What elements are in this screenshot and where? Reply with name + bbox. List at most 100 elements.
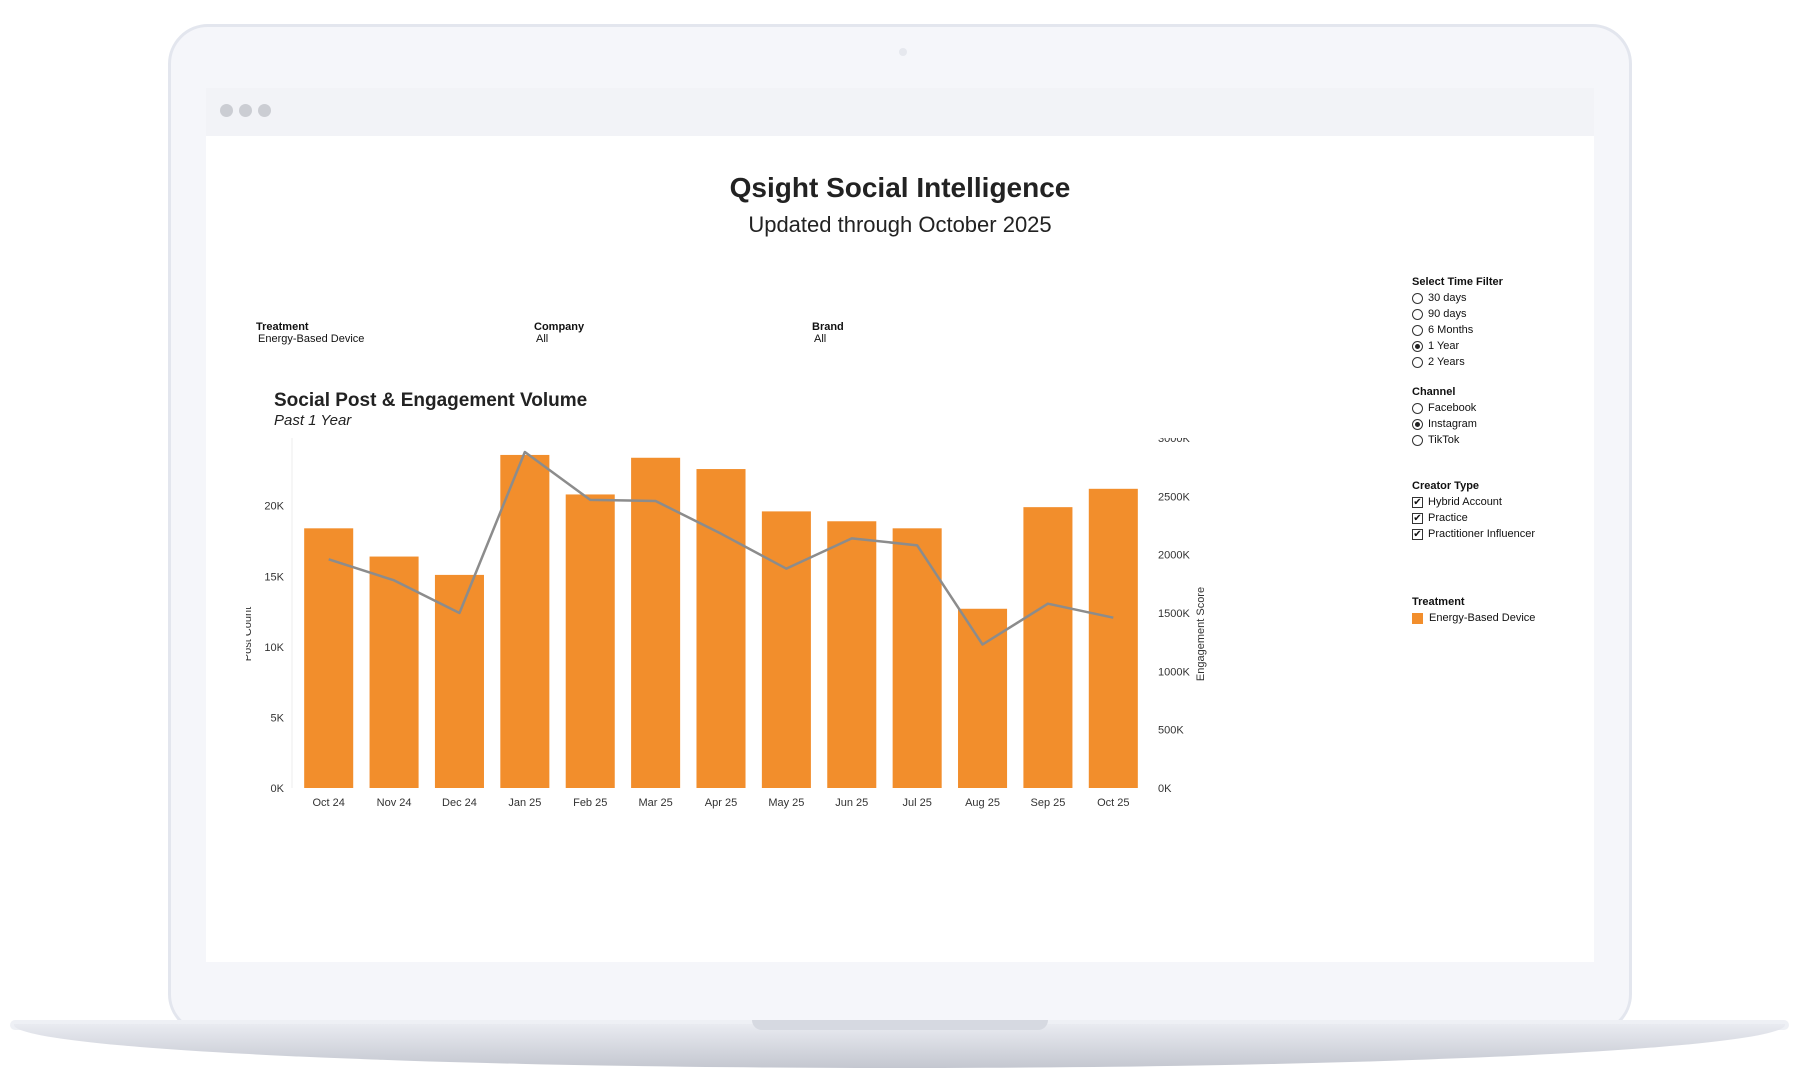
option-label: 90 days: [1428, 308, 1467, 320]
radio-icon[interactable]: [1412, 324, 1423, 336]
x-tick-label: Aug 25: [965, 797, 1000, 809]
bar: [958, 608, 1008, 788]
y-tick-label: 15K: [264, 571, 284, 583]
filter-option[interactable]: 2 Years: [1412, 354, 1503, 370]
bar: [369, 556, 419, 788]
bar: [1088, 488, 1138, 788]
bar: [304, 528, 354, 788]
bar: [827, 521, 877, 788]
y2-tick-label: 500K: [1158, 725, 1184, 737]
y-tick-label: 10K: [264, 642, 284, 654]
window-dot-icon[interactable]: [239, 104, 252, 117]
filter-option[interactable]: 1 Year: [1412, 338, 1503, 354]
window-dot-icon[interactable]: [258, 104, 271, 117]
checkbox-checked-icon[interactable]: ✔: [1412, 496, 1423, 508]
chart-subtitle: Past 1 Year: [274, 412, 352, 429]
x-tick-label: Mar 25: [638, 797, 672, 809]
filter-value: All: [536, 333, 549, 345]
time-filter-header: Select Time Filter: [1412, 276, 1503, 288]
filter-option[interactable]: 90 days: [1412, 306, 1503, 322]
bar: [1023, 507, 1073, 788]
page-subtitle: Updated through October 2025: [748, 212, 1052, 237]
legend-header: Treatment: [1412, 596, 1465, 608]
x-tick-label: Dec 24: [442, 797, 477, 809]
y2-tick-label: 0K: [1158, 783, 1172, 795]
x-tick-label: Jul 25: [902, 797, 931, 809]
filter-option[interactable]: ✔ Practitioner Influencer: [1412, 526, 1535, 542]
y-axis-label: Post Count: [246, 607, 254, 661]
option-label: Instagram: [1428, 418, 1477, 430]
y-tick-label: 20K: [264, 501, 284, 513]
camera-icon: [899, 48, 907, 56]
option-label: 2 Years: [1428, 356, 1465, 368]
option-label: Practice: [1428, 512, 1468, 524]
x-tick-label: Oct 25: [1097, 797, 1129, 809]
radio-icon[interactable]: [1412, 356, 1423, 368]
bar: [892, 528, 942, 788]
filter-label: Treatment: [256, 321, 309, 333]
bar: [500, 454, 550, 788]
x-tick-label: Oct 24: [312, 797, 344, 809]
x-tick-label: Jan 25: [508, 797, 541, 809]
filter-option[interactable]: ✔ Hybrid Account: [1412, 494, 1535, 510]
bar: [565, 494, 615, 788]
option-label: Hybrid Account: [1428, 496, 1502, 508]
channel-filter: Channel Facebook Instagram TikTok: [1412, 386, 1477, 448]
option-label: Practitioner Influencer: [1428, 528, 1535, 540]
filter-brand[interactable]: Brand All: [812, 321, 844, 345]
chart: Oct 24 Nov 24 Dec 24 Jan 25 Feb 25 Mar 25 Apr …: [246, 438, 1207, 809]
bar: [696, 469, 746, 788]
filter-option[interactable]: 30 days: [1412, 290, 1503, 306]
radio-selected-icon[interactable]: [1412, 418, 1423, 430]
filter-value: Energy-Based Device: [258, 333, 365, 345]
laptop-base: [14, 1024, 1785, 1068]
filter-option[interactable]: Energy-Based Device: [1412, 610, 1535, 626]
creator-type-header: Creator Type: [1412, 480, 1480, 492]
y2-tick-label: 2000K: [1158, 550, 1190, 562]
page-title: Qsight Social Intelligence: [729, 172, 1071, 203]
x-tick-label: Sep 25: [1030, 797, 1065, 809]
filter-label: Brand: [812, 321, 844, 333]
chart-title: Social Post & Engagement Volume: [274, 390, 588, 411]
y2-tick-label: 3000K: [1158, 438, 1190, 445]
checkbox-checked-icon[interactable]: ✔: [1412, 512, 1423, 524]
channel-filter-header: Channel: [1412, 386, 1456, 398]
filter-option[interactable]: 6 Months: [1412, 322, 1503, 338]
y2-tick-label: 1000K: [1158, 666, 1190, 678]
creator-type-filter: Creator Type ✔ Hybrid Account ✔ Practice ✔ Pr…: [1412, 480, 1535, 542]
filter-option[interactable]: TikTok: [1412, 432, 1477, 448]
checkbox-checked-icon[interactable]: ✔: [1412, 528, 1423, 540]
y2-axis-label: Engagement Score: [1195, 587, 1207, 681]
radio-icon[interactable]: [1412, 434, 1423, 446]
x-tick-label: Jun 25: [835, 797, 868, 809]
bar: [631, 457, 681, 788]
x-tick-label: Nov 24: [377, 797, 412, 809]
option-label: 6 Months: [1428, 324, 1474, 336]
radio-icon[interactable]: [1412, 308, 1423, 320]
option-label: 30 days: [1428, 292, 1467, 304]
option-label: TikTok: [1428, 434, 1460, 446]
laptop-notch: [752, 1020, 1048, 1030]
x-tick-label: Feb 25: [573, 797, 607, 809]
y-tick-label: 5K: [271, 712, 285, 724]
radio-selected-icon[interactable]: [1412, 340, 1423, 352]
time-filter: Select Time Filter 30 days 90 days 6 Month…: [1412, 276, 1503, 370]
screen: Qsight Social Intelligence Updated throu…: [206, 88, 1594, 962]
filter-value: All: [814, 333, 827, 345]
filter-company[interactable]: Company All: [534, 321, 584, 345]
engagement-line: [328, 450, 1114, 646]
filter-option[interactable]: Instagram: [1412, 416, 1477, 432]
bar: [434, 574, 484, 788]
y-tick-label: 0K: [271, 783, 285, 795]
radio-icon[interactable]: [1412, 292, 1423, 304]
radio-icon[interactable]: [1412, 402, 1423, 414]
window-dot-icon[interactable]: [220, 104, 233, 117]
filter-option[interactable]: ✔ Practice: [1412, 510, 1535, 526]
x-tick-label: May 25: [768, 797, 804, 809]
filter-treatment[interactable]: Treatment Energy-Based Device: [256, 321, 364, 345]
x-tick-label: Apr 25: [705, 797, 737, 809]
filter-option[interactable]: Facebook: [1412, 400, 1477, 416]
legend: Treatment Energy-Based Device: [1412, 596, 1535, 626]
option-label: Facebook: [1428, 402, 1477, 414]
y2-tick-label: 1500K: [1158, 608, 1190, 620]
